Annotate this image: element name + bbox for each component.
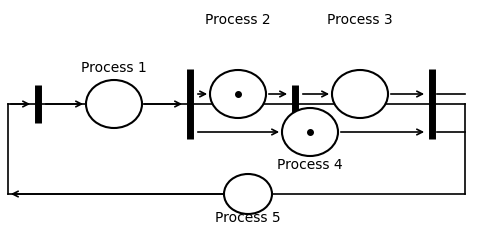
Text: Process 1: Process 1 <box>81 61 147 75</box>
Ellipse shape <box>86 81 142 128</box>
Ellipse shape <box>332 71 388 118</box>
Text: Process 2: Process 2 <box>205 13 271 27</box>
Text: Process 5: Process 5 <box>215 210 281 224</box>
Ellipse shape <box>282 109 338 156</box>
Text: Process 4: Process 4 <box>277 157 343 171</box>
Ellipse shape <box>210 71 266 118</box>
Text: Process 3: Process 3 <box>327 13 393 27</box>
Ellipse shape <box>224 174 272 214</box>
